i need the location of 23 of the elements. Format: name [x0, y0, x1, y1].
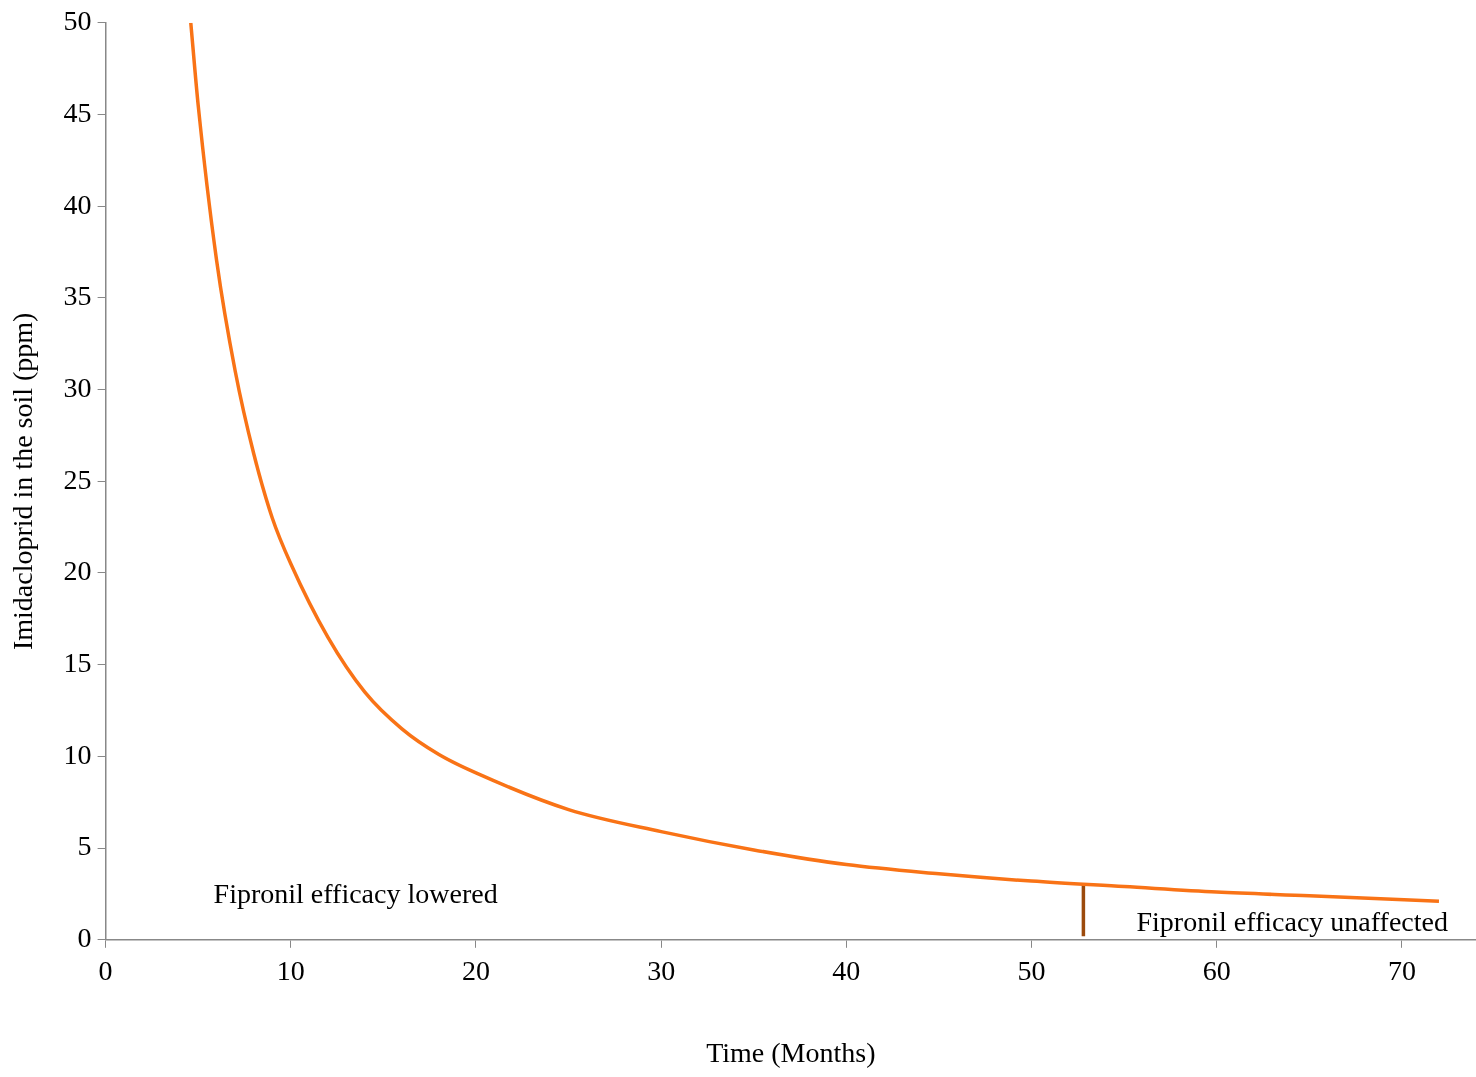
y-tick-label: 40	[63, 188, 92, 220]
x-tick-label: 0	[98, 954, 113, 986]
x-tick-label: 40	[832, 954, 861, 986]
x-axis-title: Time (Months)	[706, 1036, 876, 1068]
y-tick-label: 25	[63, 463, 92, 495]
y-axis-title: Imidacloprid in the soil (ppm)	[7, 312, 39, 651]
y-tick-label: 20	[63, 555, 92, 587]
y-tick-label: 35	[63, 280, 92, 312]
y-tick-label: 50	[63, 5, 92, 37]
y-tick-label: 15	[63, 647, 92, 679]
x-tick-label: 30	[647, 954, 676, 986]
y-tick-label: 10	[63, 738, 92, 770]
x-tick-label: 60	[1202, 954, 1231, 986]
x-tick-label: 70	[1387, 954, 1416, 986]
annotation: Fipronil efficacy lowered	[213, 878, 498, 910]
x-tick-label: 50	[1017, 954, 1046, 986]
x-tick-label: 10	[276, 954, 305, 986]
y-tick-label: 45	[63, 96, 92, 128]
annotation: Fipronil efficacy unaffected	[1136, 906, 1448, 938]
x-tick-label: 20	[461, 954, 490, 986]
y-tick-label: 30	[63, 371, 92, 403]
y-tick-label: 5	[77, 830, 92, 862]
y-tick-label: 0	[77, 922, 92, 954]
